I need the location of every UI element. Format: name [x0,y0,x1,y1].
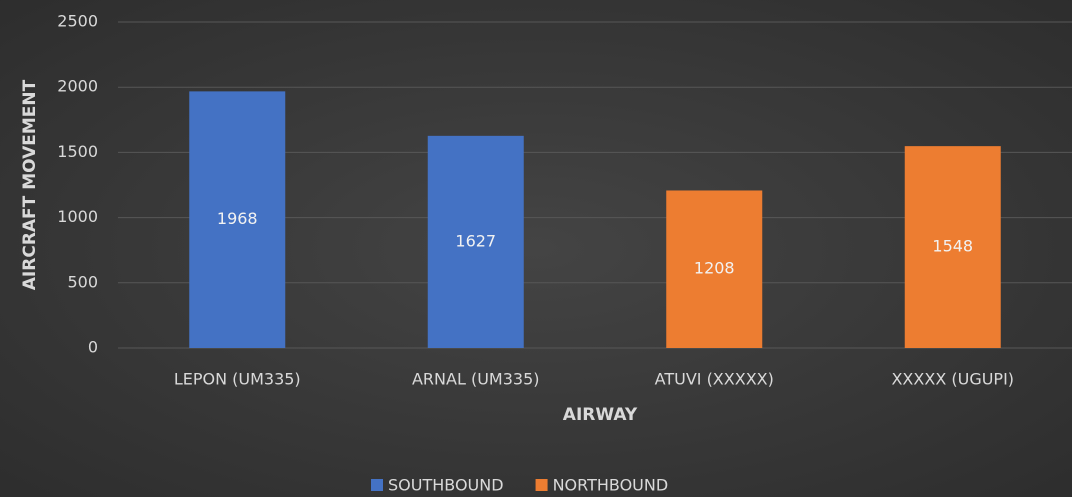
legend-swatch [371,479,383,491]
legend-label: SOUTHBOUND [388,476,504,495]
x-tick-label: XXXXX (UGUPI) [891,370,1014,389]
x-tick-label: ATUVI (XXXXX) [655,370,774,389]
legend-label: NORTHBOUND [553,476,669,495]
bar [189,91,286,348]
y-tick-label: 1500 [57,142,98,161]
legend-swatch [535,479,548,491]
data-label: 1968 [217,209,258,228]
y-tick-label: 1000 [57,207,98,226]
bar [904,146,1001,348]
data-label: 1208 [694,259,735,278]
y-tick-label: 2000 [57,77,98,96]
y-axis-title: AIRCRAFT MOVEMENT [20,79,40,290]
data-label: 1548 [932,237,973,256]
y-tick-label: 500 [67,272,98,291]
y-tick-label: 0 [88,338,98,357]
bar [666,190,763,348]
y-tick-label: 2500 [57,12,98,31]
x-tick-label: ARNAL (UM335) [412,370,540,389]
bar [427,135,524,348]
x-axis-title: AIRWAY [563,405,638,425]
x-tick-label: LEPON (UM335) [174,370,301,389]
data-label: 1627 [455,231,496,250]
